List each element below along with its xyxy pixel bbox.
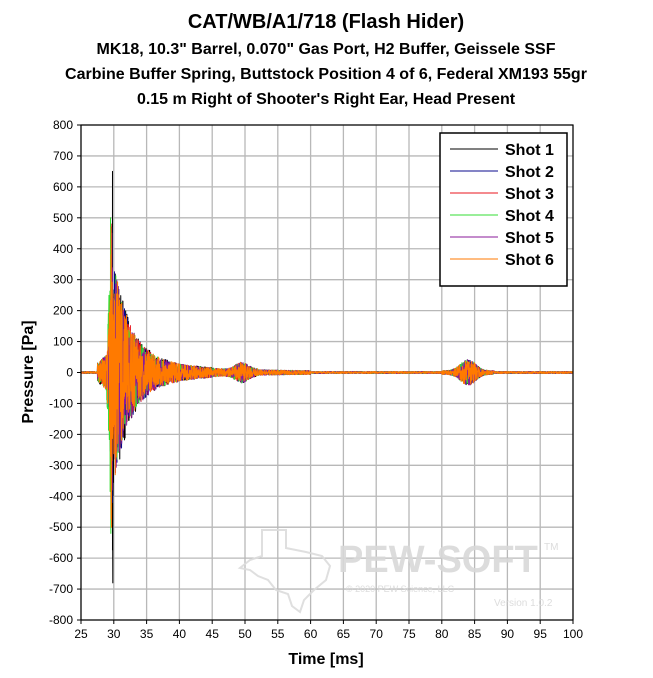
x-tick-label: 80 bbox=[435, 627, 449, 641]
chart-title: CAT/WB/A1/718 (Flash Hider) bbox=[188, 11, 464, 33]
y-tick-label: -100 bbox=[49, 396, 73, 410]
legend-box bbox=[439, 132, 568, 287]
x-tick-label: 55 bbox=[271, 627, 285, 641]
watermark-brand: PEW-SOFT bbox=[338, 539, 538, 581]
y-tick-label: -700 bbox=[49, 582, 73, 596]
y-tick-label: -800 bbox=[49, 613, 73, 627]
x-tick-label: 50 bbox=[238, 627, 252, 641]
legend-label: Shot 6 bbox=[505, 252, 554, 269]
y-tick-label: -200 bbox=[49, 427, 73, 441]
legend: Shot 1 Shot 2 Shot 3 Shot 4 Shot 5 Shot 6 bbox=[439, 132, 568, 287]
y-ticks: 800 700 600 500 400 300 200 100 0 -100 -200 -300 -40… bbox=[49, 118, 81, 627]
y-tick-label: 700 bbox=[53, 149, 73, 163]
y-tick-label: -500 bbox=[49, 520, 73, 534]
legend-label: Shot 4 bbox=[505, 208, 554, 225]
y-tick-label: -400 bbox=[49, 489, 73, 503]
x-tick-label: 85 bbox=[468, 627, 482, 641]
watermark-trademark: TM bbox=[544, 542, 558, 553]
x-tick-label: 25 bbox=[74, 627, 88, 641]
x-tick-label: 100 bbox=[563, 627, 583, 641]
x-tick-label: 90 bbox=[501, 627, 515, 641]
y-tick-label: 0 bbox=[66, 366, 73, 380]
y-tick-label: 200 bbox=[53, 304, 73, 318]
y-axis-label: Pressure [Pa] bbox=[20, 320, 37, 423]
x-ticks: 25 30 35 40 45 50 55 60 65 70 75 80 85 90 95 100 bbox=[74, 620, 583, 641]
x-tick-label: 70 bbox=[370, 627, 384, 641]
series-line-shot-6 bbox=[80, 226, 574, 528]
series-traces bbox=[80, 170, 574, 584]
chart-subtitle-line-3: 0.15 m Right of Shooter's Right Ear, Hea… bbox=[137, 91, 516, 108]
texas-outline-icon bbox=[237, 529, 332, 614]
x-tick-label: 60 bbox=[304, 627, 318, 641]
y-tick-label: 400 bbox=[53, 242, 73, 256]
watermark-version: Version 1.0.2 bbox=[494, 598, 553, 609]
x-axis-label: Time [ms] bbox=[288, 651, 363, 668]
chart-subtitle-line-1: MK18, 10.3" Barrel, 0.070" Gas Port, H2 … bbox=[97, 41, 556, 58]
y-tick-label: 300 bbox=[53, 273, 73, 287]
x-tick-label: 75 bbox=[402, 627, 416, 641]
x-tick-label: 45 bbox=[206, 627, 220, 641]
y-tick-label: 800 bbox=[53, 118, 73, 132]
x-tick-label: 95 bbox=[534, 627, 548, 641]
chart-subtitle-line-2: Carbine Buffer Spring, Buttstock Positio… bbox=[65, 66, 587, 83]
legend-label: Shot 1 bbox=[505, 142, 554, 159]
legend-label: Shot 2 bbox=[505, 164, 554, 181]
y-tick-label: -600 bbox=[49, 551, 73, 565]
y-tick-label: 500 bbox=[53, 211, 73, 225]
y-tick-label: 600 bbox=[53, 180, 73, 194]
x-tick-label: 65 bbox=[337, 627, 351, 641]
watermark-copyright: © 2020 PEW Science, LLC bbox=[346, 584, 455, 594]
x-tick-label: 35 bbox=[140, 627, 154, 641]
legend-label: Shot 3 bbox=[505, 186, 554, 203]
x-tick-label: 40 bbox=[173, 627, 187, 641]
x-tick-label: 30 bbox=[107, 627, 121, 641]
y-tick-label: 100 bbox=[53, 335, 73, 349]
watermark: PEW-SOFT TM © 2020 PEW Science, LLC Vers… bbox=[237, 529, 558, 614]
y-tick-label: -300 bbox=[49, 458, 73, 472]
legend-label: Shot 5 bbox=[505, 230, 554, 247]
